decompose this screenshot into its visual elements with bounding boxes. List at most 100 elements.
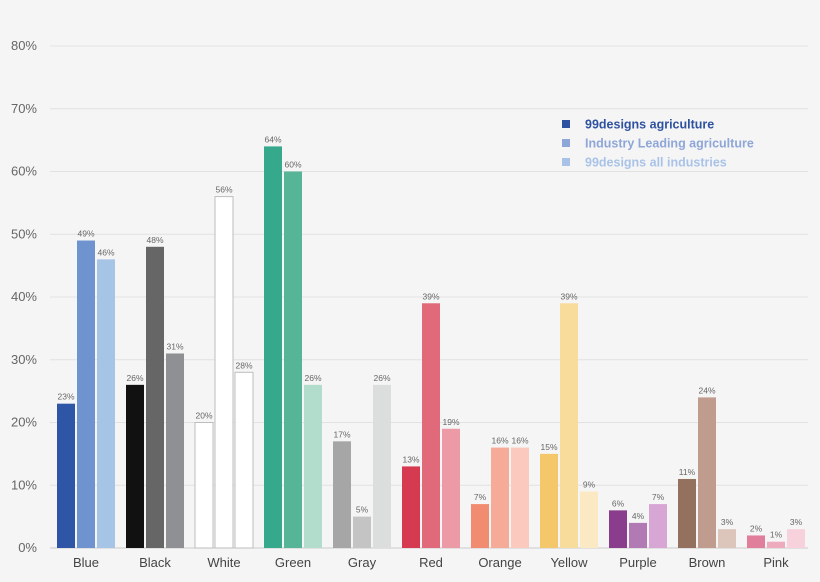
y-tick-label: 10% bbox=[11, 477, 37, 492]
bar bbox=[609, 510, 627, 548]
bar bbox=[194, 422, 214, 549]
data-label: 6% bbox=[612, 498, 625, 508]
bar bbox=[97, 259, 115, 548]
legend-item: 99designs agriculture bbox=[562, 118, 714, 132]
y-tick-label: 0% bbox=[18, 540, 37, 555]
data-label: 26% bbox=[126, 373, 143, 383]
bar bbox=[718, 529, 736, 548]
bar bbox=[333, 441, 351, 548]
data-label: 16% bbox=[491, 436, 508, 446]
legend-label: Industry Leading agriculture bbox=[585, 137, 754, 151]
data-label: 39% bbox=[560, 291, 577, 301]
data-label: 7% bbox=[474, 492, 487, 502]
x-tick-label: Pink bbox=[763, 555, 789, 570]
x-tick-label: White bbox=[207, 555, 240, 570]
bar-group-green: 64% 60% 26% bbox=[264, 134, 322, 548]
bar-group-orange: 7% 16% 16% bbox=[471, 436, 529, 548]
bar-group-purple: 6% 4% 7% bbox=[609, 492, 667, 548]
y-tick-label: 70% bbox=[11, 101, 37, 116]
data-label: 7% bbox=[652, 492, 665, 502]
legend-swatch bbox=[562, 120, 570, 128]
data-label: 26% bbox=[304, 373, 321, 383]
y-tick-label: 80% bbox=[11, 38, 37, 53]
bar-group-red: 13% 39% 19% bbox=[402, 291, 460, 548]
bar bbox=[540, 453, 558, 548]
bar-group-white: 20% 56% 28% bbox=[194, 185, 254, 549]
legend: 99designs agriculture Industry Leading ag… bbox=[562, 118, 754, 170]
bar bbox=[767, 541, 785, 548]
data-label: 17% bbox=[333, 429, 350, 439]
bar-group-pink: 2% 1% 3% bbox=[747, 517, 805, 548]
data-label: 1% bbox=[770, 530, 783, 540]
legend-label: 99designs agriculture bbox=[585, 118, 714, 132]
y-tick-label: 20% bbox=[11, 415, 37, 430]
data-label: 4% bbox=[632, 511, 645, 521]
data-label: 64% bbox=[264, 134, 281, 144]
bar bbox=[580, 491, 598, 548]
x-tick-label: Brown bbox=[689, 555, 726, 570]
legend-item: 99designs all industries bbox=[562, 156, 727, 170]
x-axis-categories: Blue Black White Green Gray Red Orange Yellow Pu… bbox=[73, 555, 789, 570]
bar-group-yellow: 15% 39% 9% bbox=[540, 291, 598, 548]
data-label: 16% bbox=[511, 436, 528, 446]
data-label: 2% bbox=[750, 523, 763, 533]
bar bbox=[166, 353, 184, 548]
y-tick-label: 60% bbox=[11, 164, 37, 179]
bar bbox=[471, 504, 489, 548]
bar bbox=[442, 428, 460, 548]
data-label: 20% bbox=[195, 411, 212, 421]
bar-group-brown: 11% 24% 3% bbox=[678, 385, 736, 548]
data-label: 13% bbox=[402, 454, 419, 464]
data-label: 5% bbox=[356, 505, 369, 515]
legend-label: 99designs all industries bbox=[585, 156, 727, 170]
bar bbox=[77, 240, 95, 548]
bar bbox=[126, 384, 144, 548]
data-label: 23% bbox=[57, 392, 74, 402]
bar bbox=[353, 516, 371, 548]
data-label: 26% bbox=[373, 373, 390, 383]
bar-group-gray: 17% 5% 26% bbox=[333, 373, 391, 548]
bar bbox=[214, 196, 234, 549]
legend-item: Industry Leading agriculture bbox=[562, 137, 754, 151]
x-tick-label: Red bbox=[419, 555, 443, 570]
data-label: 49% bbox=[77, 229, 94, 239]
data-label: 19% bbox=[442, 417, 459, 427]
bar-group-black: 26% 48% 31% bbox=[126, 235, 184, 549]
bar bbox=[787, 529, 805, 548]
data-label: 9% bbox=[583, 480, 596, 490]
x-tick-label: Blue bbox=[73, 555, 99, 570]
bar bbox=[373, 384, 391, 548]
y-axis-ticks: 0% 10% 20% 30% 40% 50% 60% 70% 80% bbox=[11, 38, 37, 555]
data-label: 3% bbox=[721, 517, 734, 527]
x-tick-label: Orange bbox=[478, 555, 521, 570]
x-tick-label: Purple bbox=[619, 555, 657, 570]
bar bbox=[284, 171, 302, 548]
bar bbox=[234, 371, 254, 549]
data-label: 3% bbox=[790, 517, 803, 527]
bar bbox=[422, 303, 440, 548]
data-label: 24% bbox=[698, 385, 715, 395]
data-label: 56% bbox=[215, 185, 232, 195]
bar bbox=[698, 397, 716, 548]
bar bbox=[491, 447, 509, 548]
x-tick-label: Yellow bbox=[550, 555, 588, 570]
x-tick-label: Gray bbox=[348, 555, 377, 570]
bar bbox=[560, 303, 578, 548]
data-label: 28% bbox=[235, 360, 252, 370]
data-label: 11% bbox=[679, 467, 696, 477]
bar-group-blue: 23% 49%46% bbox=[57, 229, 115, 548]
bar bbox=[511, 447, 529, 548]
y-tick-label: 50% bbox=[11, 226, 37, 241]
data-label: 15% bbox=[540, 442, 557, 452]
data-label: 46% bbox=[97, 247, 114, 257]
y-tick-label: 30% bbox=[11, 352, 37, 367]
legend-swatch bbox=[562, 158, 570, 166]
bar bbox=[402, 466, 420, 548]
data-label: 60% bbox=[284, 160, 301, 170]
data-label: 39% bbox=[422, 291, 439, 301]
bar bbox=[629, 522, 647, 548]
bars: 23% 49%46% 26% 48% 31% 20% 56% 28% 64% 60% 26% 17% 5… bbox=[57, 134, 805, 549]
data-label: 31% bbox=[166, 341, 183, 351]
x-tick-label: Green bbox=[275, 555, 311, 570]
